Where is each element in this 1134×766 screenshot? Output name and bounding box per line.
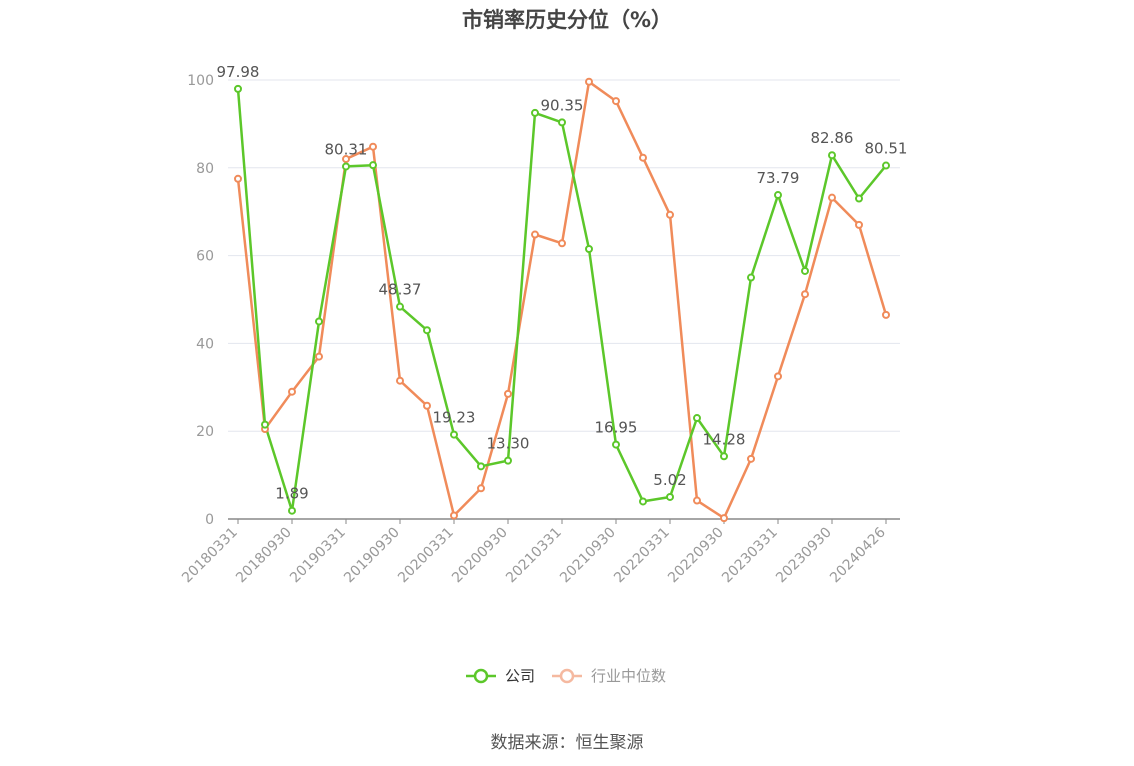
data-label: 82.86 xyxy=(811,129,854,147)
x-tick-label: 20200331 xyxy=(395,525,457,587)
x-tick-label: 20180930 xyxy=(233,525,295,587)
data-point xyxy=(747,273,755,282)
data-point xyxy=(774,191,782,200)
x-tick-label: 20210331 xyxy=(503,525,565,587)
data-point xyxy=(720,452,728,461)
legend: 公司 行业中位数 xyxy=(466,667,666,685)
data-label: 80.51 xyxy=(865,140,908,158)
data-point xyxy=(234,174,242,183)
data-point xyxy=(774,372,782,381)
legend-item-0[interactable]: 公司 xyxy=(466,667,535,685)
data-point xyxy=(693,496,701,505)
data-point xyxy=(477,462,485,471)
data-points xyxy=(234,77,890,523)
data-point xyxy=(342,162,350,171)
y-tick-label: 60 xyxy=(196,249,214,265)
x-tick-label: 20240426 xyxy=(827,524,889,586)
grid-lines xyxy=(228,79,900,432)
chart-title: 市销率历史分位（%） xyxy=(461,8,673,32)
data-point xyxy=(531,108,539,117)
data-point xyxy=(666,492,674,501)
data-point xyxy=(855,220,863,229)
data-point xyxy=(558,118,566,127)
x-tick-label: 20180331 xyxy=(179,525,241,587)
data-point xyxy=(801,266,809,275)
data-point xyxy=(828,193,836,202)
data-point xyxy=(882,310,890,319)
data-label: 90.35 xyxy=(541,96,584,114)
legend-swatch-marker xyxy=(559,668,575,684)
data-point xyxy=(585,245,593,254)
data-point xyxy=(639,153,647,162)
data-point xyxy=(882,161,890,170)
data-label: 97.98 xyxy=(217,63,260,81)
data-point xyxy=(828,151,836,160)
data-point xyxy=(855,194,863,203)
data-point xyxy=(315,317,323,326)
data-point xyxy=(720,514,728,523)
data-point xyxy=(585,77,593,86)
data-point xyxy=(504,389,512,398)
data-point xyxy=(531,230,539,239)
x-tick-label: 20220331 xyxy=(611,525,673,587)
data-point xyxy=(666,210,674,219)
data-point xyxy=(450,430,458,439)
data-label: 5.02 xyxy=(653,471,686,489)
data-point xyxy=(639,497,647,506)
axes: 0 20 40 60 80 100 2018033120180930201903312019… xyxy=(179,73,900,586)
data-label: 48.37 xyxy=(379,281,422,299)
data-point xyxy=(315,352,323,361)
x-tick-label: 20200930 xyxy=(449,525,511,587)
data-point xyxy=(693,414,701,423)
data-point xyxy=(288,387,296,396)
data-point xyxy=(450,511,458,520)
x-tick-label: 20190331 xyxy=(287,525,349,587)
x-tick-label: 20210930 xyxy=(557,525,619,587)
y-tick-label: 100 xyxy=(187,73,214,89)
data-point xyxy=(369,142,377,151)
x-tick-label: 20230331 xyxy=(719,525,781,587)
data-point xyxy=(477,484,485,493)
data-label: 16.95 xyxy=(595,419,638,437)
data-label: 1.89 xyxy=(275,485,308,503)
data-point xyxy=(369,161,377,170)
data-point xyxy=(261,420,269,429)
data-point xyxy=(342,155,350,164)
y-tick-label: 40 xyxy=(196,336,214,352)
y-tick-label: 0 xyxy=(205,512,214,528)
data-point xyxy=(423,401,431,410)
source-note: 数据来源：恒生聚源 xyxy=(490,733,644,753)
legend-label: 公司 xyxy=(505,667,535,685)
legend-item-1[interactable]: 行业中位数 xyxy=(552,667,666,685)
data-point xyxy=(504,456,512,465)
legend-swatch-marker xyxy=(473,668,489,684)
legend-label: 行业中位数 xyxy=(591,667,666,685)
data-point xyxy=(612,440,620,449)
data-point xyxy=(801,290,809,299)
y-tick-label: 80 xyxy=(196,161,214,177)
x-tick-label: 20190930 xyxy=(341,525,403,587)
x-tick-label: 20220930 xyxy=(665,525,727,587)
data-label: 80.31 xyxy=(325,140,368,158)
data-point xyxy=(612,97,620,106)
data-label: 13.30 xyxy=(487,435,530,453)
data-labels: 97.98 1.89 80.31 48.37 19.23 13.30 90.35 16.95 5… xyxy=(217,63,908,503)
data-point xyxy=(747,454,755,463)
data-point xyxy=(396,302,404,311)
data-label: 14.28 xyxy=(703,430,746,448)
data-point xyxy=(396,376,404,385)
x-tick-label: 20230930 xyxy=(773,525,835,587)
data-point xyxy=(423,326,431,335)
data-point xyxy=(558,239,566,248)
y-tick-label: 20 xyxy=(196,424,214,440)
data-label: 19.23 xyxy=(433,409,476,427)
data-point xyxy=(288,506,296,515)
data-label: 73.79 xyxy=(757,169,800,187)
data-point xyxy=(234,84,242,93)
